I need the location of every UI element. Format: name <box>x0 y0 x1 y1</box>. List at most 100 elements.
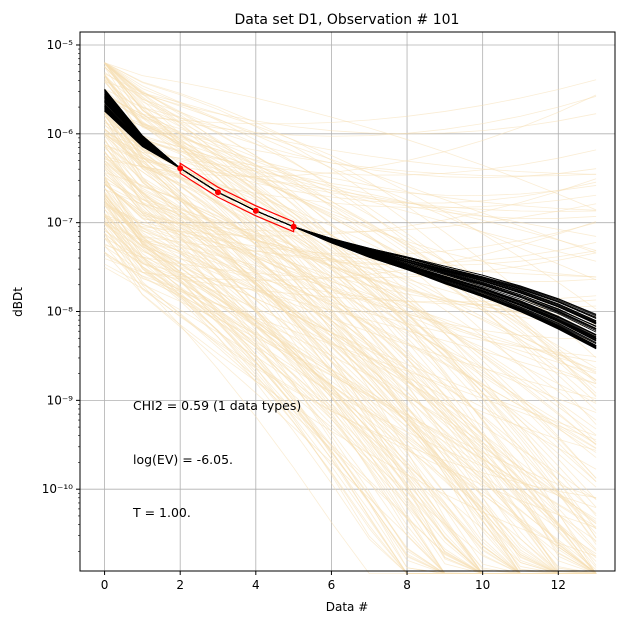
prior-line <box>104 129 597 574</box>
prior-line <box>104 135 597 430</box>
prior-line <box>104 118 597 363</box>
prior-line <box>104 198 597 574</box>
prior-line <box>104 204 597 255</box>
y-tick-label: 10⁻⁷ <box>47 216 74 230</box>
prior-line <box>104 187 597 574</box>
prior-line <box>104 99 597 449</box>
prior-line <box>104 76 597 574</box>
x-tick-label: 12 <box>551 578 566 592</box>
y-tick-label: 10⁻⁶ <box>47 127 74 141</box>
chart-title: Data set D1, Observation # 101 <box>235 12 460 28</box>
prior-line <box>104 79 597 574</box>
prior-line <box>104 134 597 251</box>
prior-line <box>104 183 597 371</box>
prior-line <box>104 62 597 398</box>
prior-line <box>104 81 597 539</box>
prior-line <box>104 132 597 458</box>
prior-line <box>104 62 597 281</box>
prior-line <box>104 143 597 574</box>
prior-line <box>104 81 597 135</box>
observed-data <box>177 162 297 233</box>
y-axis-label: dBDt <box>11 287 25 317</box>
prior-line <box>104 96 597 137</box>
prior-line <box>104 109 597 177</box>
prior-line <box>104 95 597 574</box>
prior-line <box>104 203 597 570</box>
prior-line <box>104 103 597 176</box>
annotation-logev: log(EV) = -6.05. <box>133 452 233 467</box>
prior-line <box>104 62 597 381</box>
y-tick-label: 10⁻⁸ <box>47 305 74 319</box>
prior-line <box>104 234 597 529</box>
prior-line <box>104 132 597 574</box>
prior-line <box>104 183 597 449</box>
prior-line <box>104 77 597 445</box>
y-tick-label: 10⁻⁹ <box>47 393 74 407</box>
prior-line <box>104 254 597 522</box>
prior-line <box>104 221 597 281</box>
observed-point <box>177 165 184 172</box>
x-axis-label: Data # <box>326 600 369 614</box>
prior-line <box>104 98 597 574</box>
prior-line <box>104 125 597 204</box>
observed-point <box>252 207 259 214</box>
prior-line <box>104 73 597 254</box>
prior-line <box>104 62 597 574</box>
prior-line <box>104 179 597 358</box>
posterior-realizations <box>104 88 597 350</box>
prior-line <box>104 62 597 482</box>
prior-line <box>104 157 597 520</box>
prior-line <box>104 112 597 566</box>
axes-frame <box>79 31 616 572</box>
prior-line <box>104 128 597 389</box>
prior-line <box>104 66 597 574</box>
prior-line <box>104 106 597 381</box>
ticks: 0 2 4 6 8 10 12 10⁻⁵ 10⁻⁶ 10⁻⁷ 10⁻⁸ 10⁻⁹ 10⁻¹⁰ <box>42 38 566 592</box>
prior-line <box>104 75 597 175</box>
prior-line <box>104 112 597 525</box>
annotation-chi2: CHI2 = 0.59 (1 data types) <box>133 398 301 413</box>
prior-line <box>104 64 597 443</box>
prior-line <box>104 108 597 397</box>
prior-line <box>104 121 597 445</box>
x-tick-label: 6 <box>328 578 336 592</box>
prior-realizations <box>104 62 597 574</box>
prior-line <box>104 144 597 451</box>
prior-line <box>104 94 597 177</box>
prior-line <box>104 222 597 528</box>
observed-point <box>215 189 222 196</box>
prior-line <box>104 115 597 574</box>
prior-line <box>104 237 597 574</box>
prior-line <box>104 199 597 574</box>
prior-line <box>104 104 597 413</box>
y-tick-label: 10⁻⁵ <box>47 38 74 52</box>
prior-line <box>104 197 597 437</box>
prior-line <box>104 128 597 479</box>
prior-line <box>104 197 597 574</box>
prior-line <box>104 172 597 574</box>
x-tick-label: 0 <box>101 578 109 592</box>
prior-line <box>104 202 597 278</box>
x-tick-label: 8 <box>403 578 411 592</box>
y-tick-label: 10⁻¹⁰ <box>42 482 73 496</box>
x-tick-label: 4 <box>252 578 260 592</box>
annotation-temperature: T = 1.00. <box>132 505 191 520</box>
prior-line <box>104 128 597 209</box>
observed-error-band <box>179 162 295 233</box>
prior-line <box>104 93 597 538</box>
x-tick-label: 10 <box>475 578 490 592</box>
posterior-line <box>104 110 597 349</box>
prior-line <box>104 232 597 574</box>
observed-point <box>290 223 297 230</box>
prior-line <box>104 178 597 237</box>
prior-line <box>104 119 597 574</box>
x-tick-label: 2 <box>176 578 184 592</box>
prior-line <box>104 184 597 375</box>
prior-line <box>104 160 597 574</box>
prior-line <box>104 183 597 233</box>
prior-line <box>104 62 597 310</box>
prior-line <box>104 222 597 404</box>
prior-line <box>104 194 597 574</box>
prior-line <box>104 118 597 574</box>
